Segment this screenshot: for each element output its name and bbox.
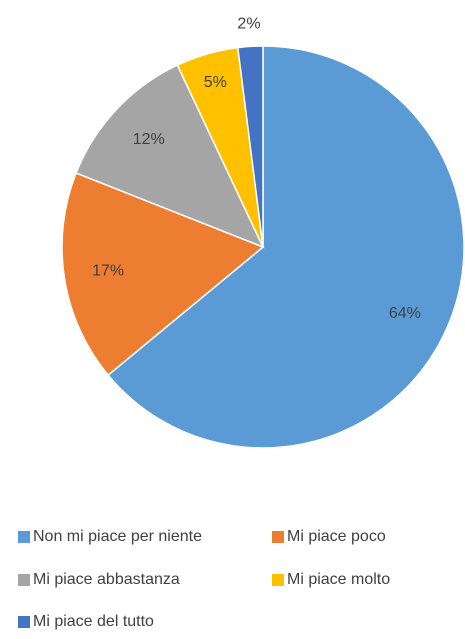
data-label: 12% <box>133 131 165 148</box>
pie-slice <box>236 45 264 248</box>
data-label: 17% <box>92 263 124 280</box>
legend-label: Mi piace molto <box>287 571 390 588</box>
pie-slice <box>107 45 465 449</box>
legend-label: Non mi piace per niente <box>33 528 202 545</box>
data-label: 64% <box>389 305 421 322</box>
legend-swatch <box>18 531 30 543</box>
legend-swatch <box>18 574 30 586</box>
data-label: 5% <box>204 74 227 91</box>
legend-label: Mi piace del tutto <box>33 613 154 630</box>
pie-slice <box>75 64 265 249</box>
legend-label: Mi piace poco <box>287 528 386 545</box>
legend-swatch <box>272 574 284 586</box>
legend-label: Mi piace abbastanza <box>33 571 180 588</box>
data-label: 2% <box>237 16 260 33</box>
legend-swatch <box>272 531 284 543</box>
pie-slice <box>61 172 265 377</box>
legend-swatch <box>18 616 30 628</box>
